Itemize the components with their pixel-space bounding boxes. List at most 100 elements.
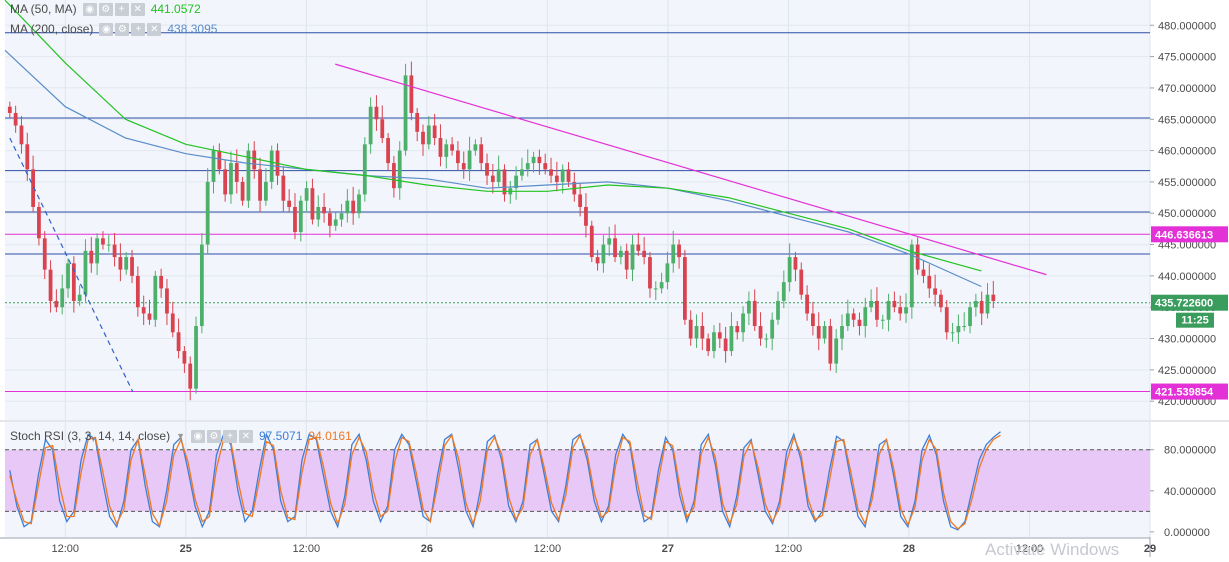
- plus-icon[interactable]: +: [114, 2, 129, 16]
- axis-layer: 12:00 25 12:00 26 12:00 27 12:00 28 12:00 29 480.0…: [51, 20, 1228, 555]
- stoch-k-line: [9, 431, 1001, 531]
- candle-body: [886, 300, 891, 320]
- candle-body: [968, 307, 972, 327]
- chevron-down-icon[interactable]: ▼: [176, 431, 185, 441]
- grid-layer: [5, 0, 1151, 537]
- candle-body: [211, 150, 216, 182]
- candle-body: [71, 263, 76, 301]
- candle-body: [729, 326, 734, 352]
- stoch-controls[interactable]: ◉ ⚙ + ✕: [191, 429, 253, 443]
- eye-icon[interactable]: ◉: [99, 22, 114, 36]
- y-tick-label: 425.000000: [1158, 365, 1216, 377]
- candle-body: [601, 244, 606, 264]
- eye-icon[interactable]: ◉: [191, 429, 205, 443]
- gear-icon[interactable]: ⚙: [115, 22, 130, 36]
- candle-body: [240, 181, 245, 201]
- candle-body: [578, 194, 583, 207]
- candle-body: [717, 332, 722, 339]
- candle-body: [345, 200, 350, 214]
- close-icon[interactable]: ✕: [130, 2, 145, 16]
- candle-body: [246, 150, 251, 201]
- candle-body: [83, 250, 88, 295]
- x-tick-label: 25: [180, 543, 192, 555]
- x-tick-label: 12:00: [534, 543, 562, 555]
- plus-icon[interactable]: +: [131, 22, 146, 36]
- candle-body: [939, 294, 943, 308]
- eye-icon[interactable]: ◉: [82, 2, 97, 16]
- candle-body: [915, 244, 920, 270]
- candle-body: [892, 300, 897, 308]
- candle-body: [60, 288, 65, 308]
- close-icon[interactable]: ✕: [147, 22, 162, 36]
- plus-icon[interactable]: +: [223, 429, 237, 443]
- candle-body: [770, 319, 775, 339]
- countdown-label: 11:25: [1181, 315, 1209, 327]
- candle-body: [106, 244, 111, 246]
- candle-body: [944, 307, 949, 333]
- candle-body: [677, 244, 681, 258]
- candle-body: [537, 156, 542, 164]
- ma200-controls[interactable]: ◉ ⚙ + ✕: [99, 22, 162, 36]
- candle-body: [706, 338, 711, 352]
- candle-body: [909, 244, 914, 308]
- levels-layer: [5, 32, 1150, 393]
- stoch-legend[interactable]: Stoch RSI (3, 3, 14, 14, close) ▼ ◉ ⚙ + …: [10, 429, 352, 443]
- candle-body: [985, 294, 990, 314]
- candle-body: [549, 169, 553, 176]
- ma200-line: [4, 49, 982, 288]
- candle-body: [339, 213, 344, 220]
- candle-body: [543, 163, 548, 170]
- candle-body: [357, 194, 361, 214]
- candle-body: [642, 250, 647, 258]
- stoch-d-line: [9, 433, 1001, 530]
- y-tick-label: 460.000000: [1158, 146, 1216, 158]
- ma200-legend[interactable]: MA (200, close) ◉ ⚙ + ✕ 438.3095: [10, 22, 217, 36]
- candle-body: [461, 163, 466, 170]
- candle-body: [450, 144, 454, 151]
- close-icon[interactable]: ✕: [239, 429, 253, 443]
- gear-icon[interactable]: ⚙: [98, 2, 113, 16]
- gear-icon[interactable]: ⚙: [207, 429, 221, 443]
- candle-body: [165, 288, 169, 314]
- candle-body: [89, 250, 94, 264]
- candle-body: [723, 338, 728, 352]
- candle-body: [118, 257, 123, 270]
- candle-body: [904, 307, 908, 314]
- candle-body: [19, 125, 24, 145]
- candle-body: [194, 326, 198, 389]
- candle-body: [392, 163, 396, 189]
- candle-body: [648, 257, 652, 289]
- x-tick-label: 12:00: [293, 543, 321, 555]
- support-price-tag-bg: [1151, 383, 1228, 400]
- candle-body: [653, 288, 658, 290]
- candle-body: [659, 282, 664, 289]
- candle-body: [77, 294, 82, 301]
- stoch-y-tick-label: 0.000000: [1164, 527, 1210, 539]
- candle-body: [933, 288, 938, 295]
- candle-body: [875, 300, 879, 320]
- current-price-tag: 435.722600: [1155, 298, 1213, 310]
- stoch-label: Stoch RSI (3, 3, 14, 14, close): [10, 429, 171, 443]
- candle-body: [741, 313, 745, 333]
- candle-body: [147, 313, 152, 320]
- candle-body: [554, 175, 559, 182]
- stoch-d-value: 94.0161: [308, 429, 352, 443]
- candle-body: [816, 326, 821, 339]
- candle-body: [234, 163, 239, 182]
- candle-body: [840, 326, 844, 339]
- candle-body: [386, 138, 390, 164]
- resistance-price-tag: 446.636613: [1155, 229, 1213, 241]
- ma50-legend[interactable]: MA (50, MA) ◉ ⚙ + ✕ 441.0572: [10, 2, 201, 16]
- candle-body: [217, 150, 222, 170]
- candle-body: [589, 225, 594, 258]
- candle-body: [624, 250, 629, 270]
- candle-body: [869, 300, 873, 308]
- x-tick-label: 26: [421, 543, 433, 555]
- x-tick-label: 28: [903, 543, 915, 555]
- candle-body: [380, 119, 385, 139]
- stoch-band: [5, 449, 1150, 512]
- ma50-controls[interactable]: ◉ ⚙ + ✕: [82, 2, 145, 16]
- candle-body: [531, 156, 536, 164]
- candle-body: [141, 307, 146, 314]
